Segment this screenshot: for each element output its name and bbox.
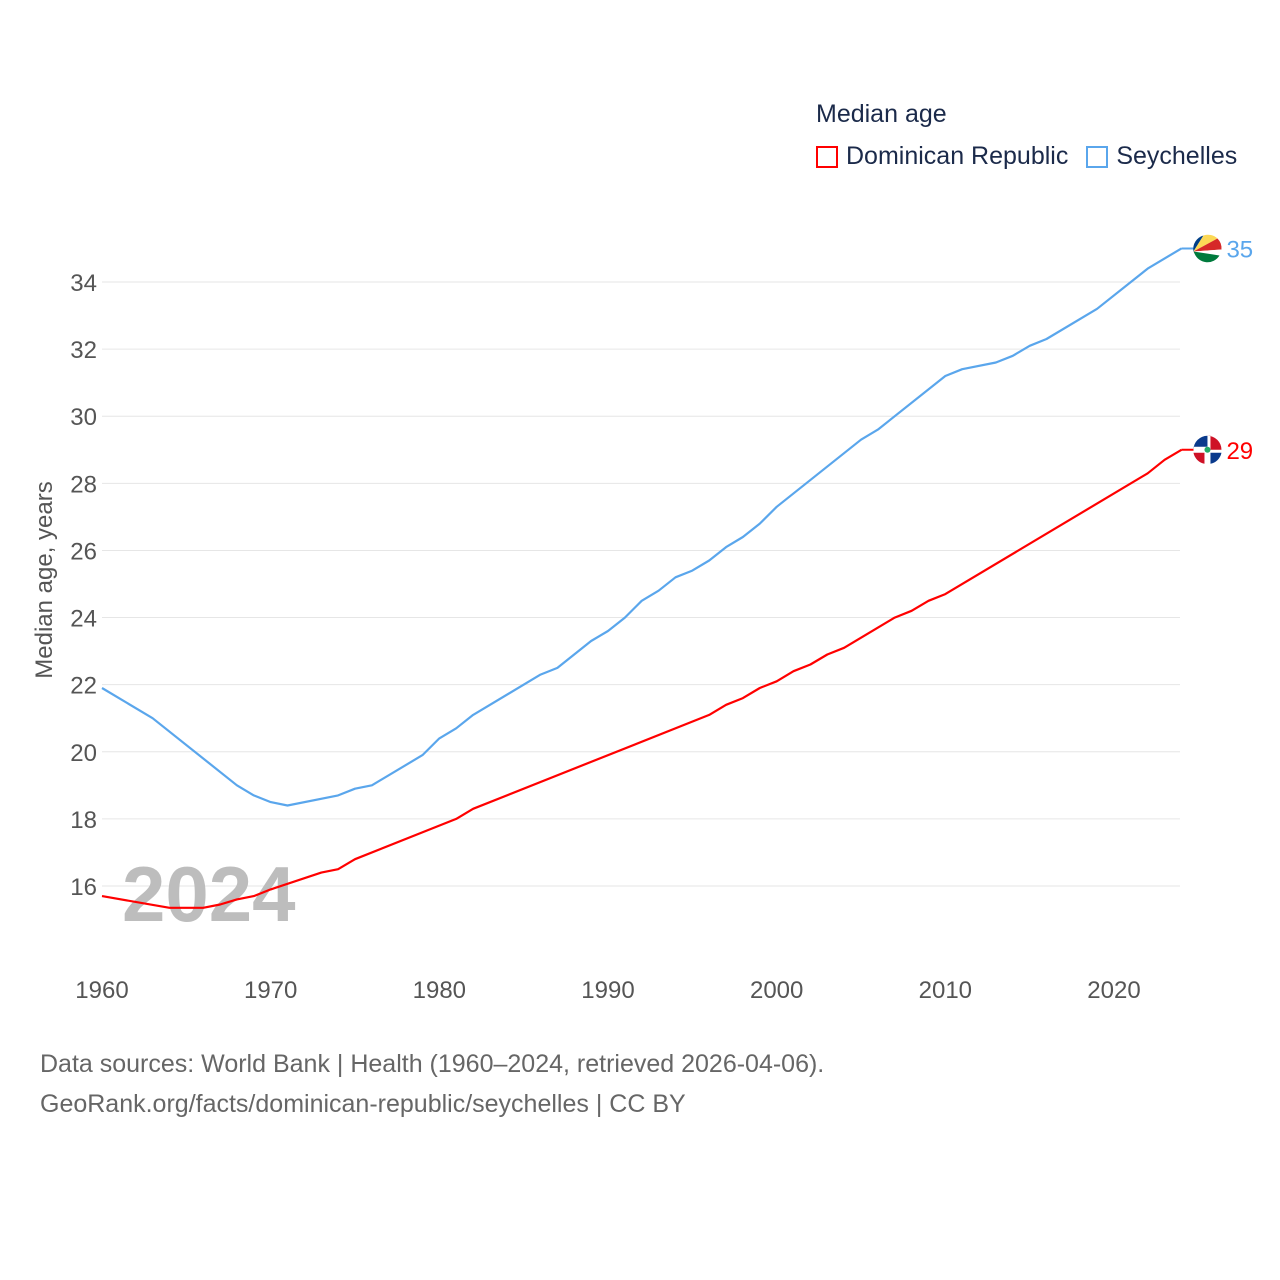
y-tick-label: 24 <box>70 606 97 633</box>
x-tick-label: 1990 <box>581 977 634 1004</box>
series-line-dominican-republic <box>101 448 1183 909</box>
y-tick-label: 26 <box>70 538 97 565</box>
legend-title: Median age <box>816 100 947 128</box>
x-axis-ticks: 1960 1970 1980 1990 2000 2010 2020 <box>75 977 1140 1004</box>
footer: Data sources: World Bank | Health (1960–… <box>40 1044 824 1124</box>
flag-stripe <box>1193 251 1220 263</box>
y-tick-label: 20 <box>70 740 97 767</box>
flag-stripe <box>1193 238 1222 252</box>
series-end-markers: 29 35 <box>1181 234 1253 465</box>
x-tick-label: 1970 <box>244 977 297 1004</box>
x-tick-label: 2010 <box>919 977 972 1004</box>
x-tick-label: 2020 <box>1087 977 1140 1004</box>
flag-quarter <box>1210 452 1222 464</box>
dominican-republic-flag-icon <box>1193 435 1222 464</box>
series-line-seychelles <box>101 247 1183 807</box>
source-link[interactable]: GeoRank.org/facts/dominican-republic/sey… <box>40 1090 686 1118</box>
y-tick-label: 34 <box>70 270 97 297</box>
y-tick-label: 28 <box>70 471 97 498</box>
y-tick-label: 18 <box>70 807 97 834</box>
end-value-label: 35 <box>1226 236 1253 263</box>
y-axis-label: Median age, years <box>31 481 58 678</box>
legend-swatch <box>1086 145 1109 168</box>
x-tick-label: 2000 <box>750 977 803 1004</box>
flag-stripe <box>1193 235 1204 252</box>
data-source-text: Data sources: World Bank | Health (1960–… <box>40 1050 825 1078</box>
seychelles-flag-icon <box>1193 234 1222 263</box>
series-lines <box>101 247 1183 909</box>
y-tick-label: 30 <box>70 404 97 431</box>
y-tick-label: 32 <box>70 337 97 364</box>
y-axis-ticks: 16 18 20 22 24 26 28 30 32 34 <box>70 270 97 901</box>
legend-swatch <box>816 145 838 168</box>
flag-quarter <box>1207 435 1222 450</box>
flag-emblem <box>1204 446 1211 453</box>
legend-item-seychelles[interactable]: Seychelles <box>1086 142 1237 171</box>
end-value-label: 29 <box>1226 438 1253 465</box>
y-tick-label: 16 <box>70 874 97 901</box>
flag-stripe <box>1193 234 1218 252</box>
x-tick-label: 1980 <box>413 977 466 1004</box>
flag-quarter <box>1193 452 1205 464</box>
legend-item-dominican-republic[interactable]: Dominican Republic <box>816 142 1068 171</box>
legend-label: Seychelles <box>1116 142 1238 170</box>
flag-stripe <box>1193 249 1222 256</box>
year-watermark: 2024 <box>122 850 296 938</box>
gridlines <box>102 281 1180 887</box>
y-tick-label: 22 <box>70 673 97 700</box>
x-tick-label: 1960 <box>75 977 128 1004</box>
legend: Dominican Republic Seychelles <box>816 142 1255 171</box>
flag-quarter <box>1193 435 1208 450</box>
legend-label: Dominican Republic <box>846 142 1069 170</box>
